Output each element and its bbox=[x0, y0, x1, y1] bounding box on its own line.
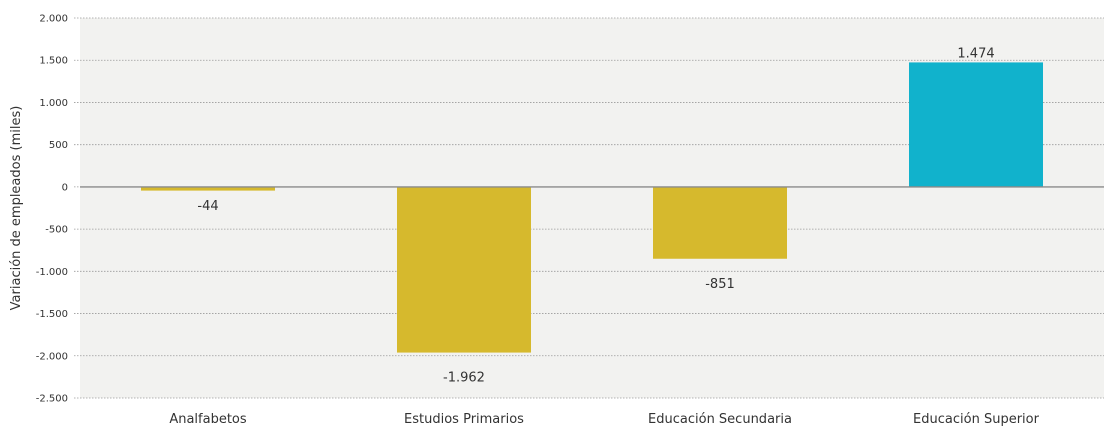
y-tick-label: 1.000 bbox=[39, 98, 68, 109]
x-tick-label: Educación Superior bbox=[913, 412, 1040, 427]
y-tick-label: -500 bbox=[45, 225, 68, 236]
data-label: 1.474 bbox=[957, 46, 994, 61]
data-label: -44 bbox=[197, 199, 218, 214]
y-tick-label: -2.000 bbox=[36, 351, 68, 362]
x-axis-labels: Analfabetos Estudios Primarios Educación S… bbox=[169, 412, 1039, 427]
bars bbox=[141, 62, 1043, 353]
y-axis-ticks: 2.000 1.500 1.000 500 0 -500 -1.000 -1.500 -2.00… bbox=[36, 14, 80, 405]
data-label: -851 bbox=[705, 277, 735, 292]
y-tick-label: 2.000 bbox=[39, 14, 68, 25]
y-tick-label: -2.500 bbox=[36, 394, 68, 405]
bar bbox=[141, 186, 275, 191]
x-tick-label: Estudios Primarios bbox=[404, 412, 524, 427]
data-label: -1.962 bbox=[443, 371, 485, 386]
y-axis-title: Variación de empleados (miles) bbox=[9, 106, 24, 311]
bar bbox=[397, 186, 531, 353]
x-tick-label: Educación Secundaria bbox=[648, 412, 792, 427]
y-tick-label: 1.500 bbox=[39, 56, 68, 67]
y-tick-label: 0 bbox=[62, 182, 68, 193]
y-tick-label: -1.000 bbox=[36, 267, 68, 278]
x-tick-label: Analfabetos bbox=[169, 412, 247, 427]
bar bbox=[653, 186, 787, 259]
y-tick-label: 500 bbox=[49, 140, 68, 151]
data-labels: -44 -1.962 -851 1.474 bbox=[197, 46, 994, 385]
y-tick-label: -1.500 bbox=[36, 309, 68, 320]
bar bbox=[909, 62, 1043, 187]
